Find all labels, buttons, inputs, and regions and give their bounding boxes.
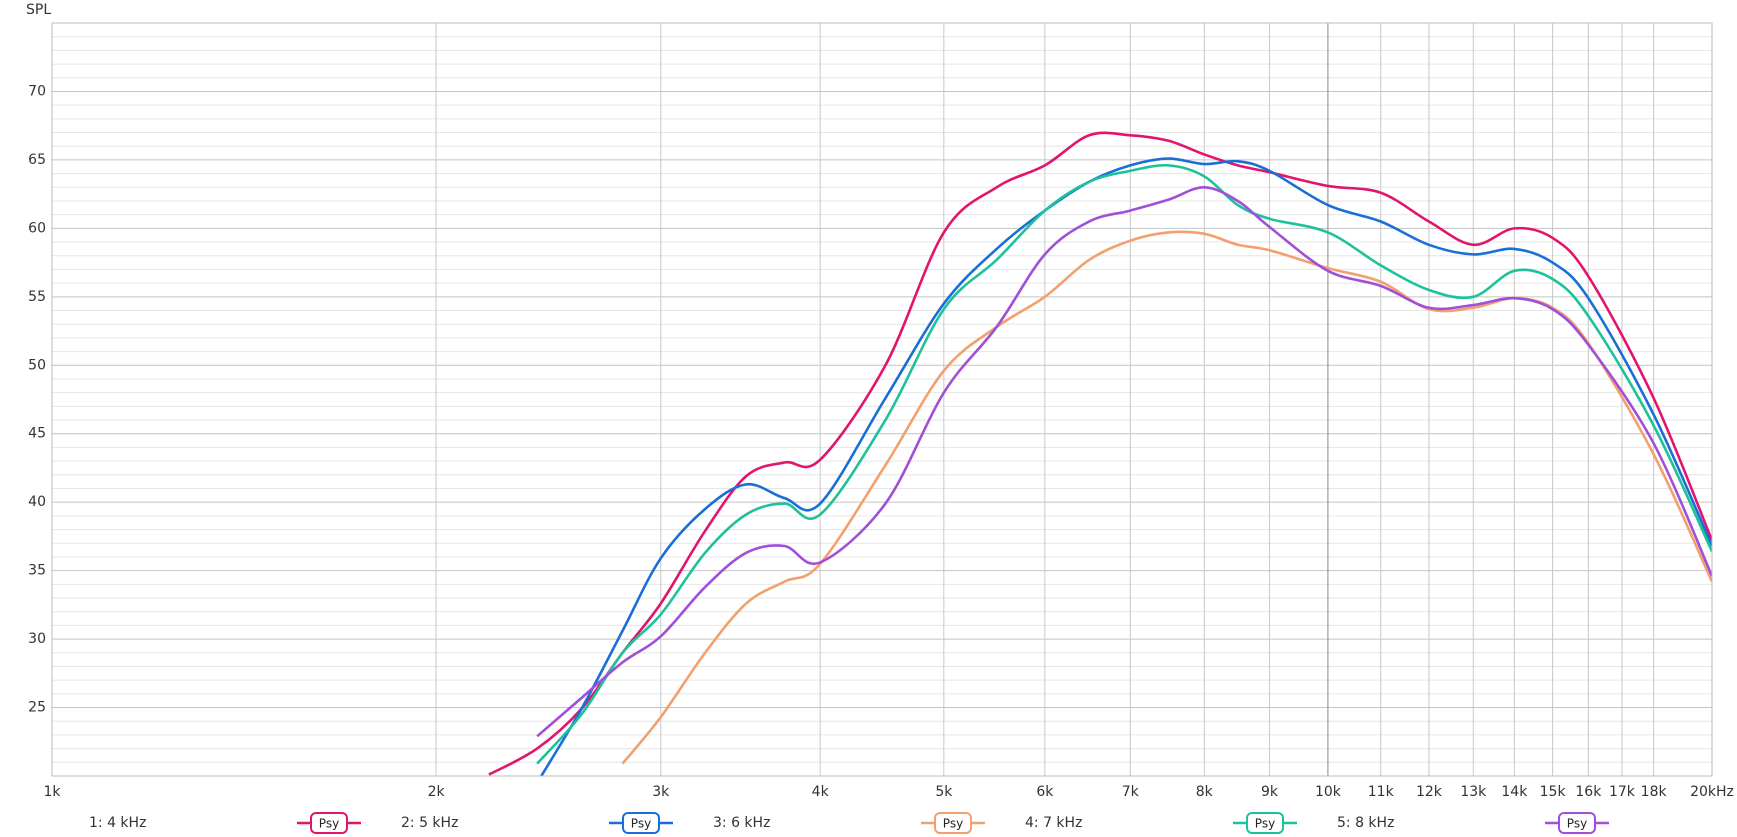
x-tick-label: 3k: [652, 784, 670, 800]
legend-label: 4: 7 kHz: [1025, 815, 1082, 831]
x-tick-label: 1k: [43, 784, 61, 800]
legend-label: 1: 4 kHz: [89, 815, 146, 831]
plot-frame: [51, 22, 1713, 777]
series-line: [536, 163, 1712, 765]
x-tick-label: 17k: [1609, 784, 1636, 800]
series-line: [536, 185, 1712, 738]
series-line: [539, 157, 1712, 776]
x-tick-label: 12k: [1416, 784, 1443, 800]
x-tick-label: 16k: [1575, 784, 1602, 800]
series-line: [488, 131, 1712, 776]
x-tick-label: 20kHz: [1690, 784, 1734, 800]
y-tick-label: 25: [28, 700, 46, 716]
x-tick-label: 5k: [935, 784, 953, 800]
legend-badge: [622, 812, 660, 834]
y-tick-label: 45: [28, 426, 46, 442]
y-tick-label: 30: [28, 631, 46, 647]
x-tick-label: 15k: [1540, 784, 1567, 800]
legend-badge-text: Psy: [319, 817, 339, 831]
y-tick-label: 35: [28, 563, 46, 579]
legend-badge-text: Psy: [631, 817, 651, 831]
x-tick-label: 11k: [1368, 784, 1395, 800]
legend-badge: [1558, 812, 1596, 834]
legend-badge-text: Psy: [1567, 817, 1587, 831]
x-tick-label: 13k: [1460, 784, 1487, 800]
legend-label: 3: 6 kHz: [713, 815, 770, 831]
legend-badge: [1246, 812, 1284, 834]
legend-badge-text: Psy: [1255, 817, 1275, 831]
legend-badge-text: Psy: [943, 817, 963, 831]
x-tick-label: 9k: [1261, 784, 1279, 800]
legend-badge: [310, 812, 348, 834]
x-tick-label: 2k: [428, 784, 446, 800]
x-tick-label: 6k: [1036, 784, 1054, 800]
x-tick-label: 10k: [1315, 784, 1342, 800]
legend-badge: [934, 812, 972, 834]
y-tick-label: 70: [28, 83, 46, 99]
y-tick-label: 65: [28, 152, 46, 168]
y-tick-label: 60: [28, 220, 46, 236]
x-tick-label: 14k: [1501, 784, 1528, 800]
legend-label: 5: 8 kHz: [1337, 815, 1394, 831]
legend-label: 2: 5 kHz: [401, 815, 458, 831]
y-axis-label: SPL: [26, 2, 51, 18]
x-tick-label: 8k: [1196, 784, 1214, 800]
x-tick-label: 4k: [812, 784, 830, 800]
y-tick-label: 50: [28, 357, 46, 373]
y-tick-label: 55: [28, 289, 46, 305]
plot-lines: [488, 131, 1712, 776]
x-tick-label: 18k: [1641, 784, 1668, 800]
x-tick-label: 7k: [1122, 784, 1140, 800]
y-tick-label: 40: [28, 494, 46, 510]
legend: 1: 4 kHz Psy 2: 5 kHz Psy 3: 6 kHz Psy 4: 7 kH…: [89, 812, 1609, 834]
